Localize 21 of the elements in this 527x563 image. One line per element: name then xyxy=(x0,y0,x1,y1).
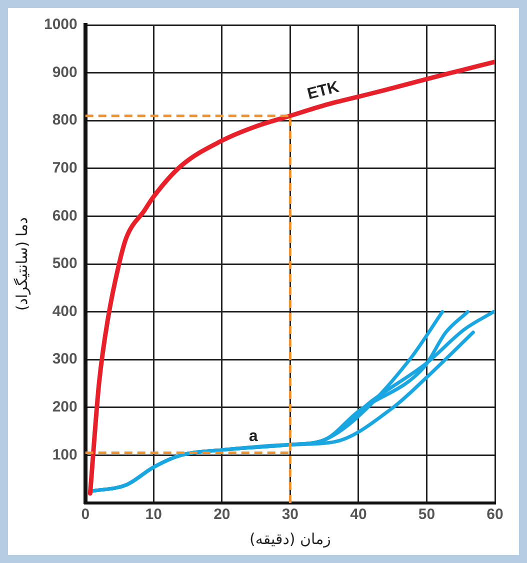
y-tick-label: 700 xyxy=(52,160,78,177)
y-tick-label: 600 xyxy=(52,207,78,224)
y-tick-label: 500 xyxy=(52,255,78,272)
x-tick-label: 50 xyxy=(418,506,436,524)
y-axis-title: دما (سانتیگراد) xyxy=(12,217,31,311)
y-tick-label: 900 xyxy=(52,64,78,81)
y-tick-label: 100 xyxy=(52,446,78,464)
y-tick-label: 1000 xyxy=(44,16,78,34)
y-tick-label: 800 xyxy=(52,112,78,129)
x-tick-label: 60 xyxy=(486,506,504,524)
x-tick-label: 30 xyxy=(282,506,299,524)
x-tick-label: 0 xyxy=(81,506,90,524)
annotation: a xyxy=(248,428,258,445)
y-tick-label: 400 xyxy=(52,302,78,320)
text: ETK xyxy=(306,78,342,104)
x-tick-label: 20 xyxy=(214,506,230,524)
x-axis-title: زمان (دقیقه) xyxy=(250,530,331,548)
y-tick-label: 300 xyxy=(52,350,78,368)
x-tick-label: 10 xyxy=(145,506,162,524)
x-tick-label: 40 xyxy=(350,506,367,524)
y-tick-label: 200 xyxy=(52,398,78,416)
